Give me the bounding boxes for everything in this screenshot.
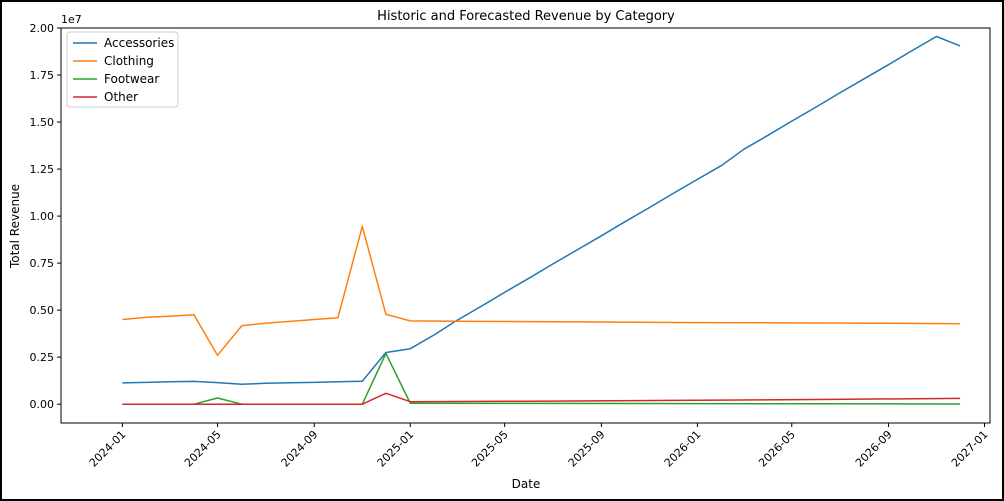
series-line-other bbox=[122, 392, 961, 405]
series-line-footwear bbox=[122, 352, 961, 405]
series-line-accessories bbox=[122, 35, 961, 386]
x-tick-label: 2026-01 bbox=[662, 428, 704, 470]
x-tick-label: 2027-01 bbox=[949, 428, 991, 470]
y-tick-label: 1.25 bbox=[30, 163, 55, 176]
legend: Accessories Clothing Footwear Other bbox=[66, 31, 179, 108]
legend-label-other: Other bbox=[104, 90, 138, 104]
y-tick-label: 0.75 bbox=[30, 257, 55, 270]
series-line-clothing bbox=[122, 225, 961, 357]
x-tick-label: 2024-01 bbox=[87, 428, 129, 470]
legend-label-accessories: Accessories bbox=[104, 36, 174, 50]
y-tick-label: 1.75 bbox=[30, 69, 55, 82]
y-offset-text: 1e7 bbox=[61, 13, 82, 26]
legend-box bbox=[66, 31, 179, 108]
y-axis-label: Total Revenue bbox=[8, 184, 22, 269]
x-axis-label: Date bbox=[512, 477, 541, 491]
y-tick-label: 0.50 bbox=[30, 304, 55, 317]
y-tick-label: 1.00 bbox=[30, 210, 55, 223]
x-tick-label: 2026-05 bbox=[756, 428, 798, 470]
y-tick-label: 1.50 bbox=[30, 116, 55, 129]
chart-title: Historic and Forecasted Revenue by Categ… bbox=[377, 9, 675, 24]
x-tick-label: 2026-09 bbox=[853, 428, 895, 470]
y-axis-ticks: 0.00 0.25 0.50 0.75 1.00 1.25 1.50 1.75 2.00 bbox=[30, 22, 61, 411]
y-tick-label: 0.25 bbox=[30, 351, 55, 364]
y-tick-label: 0.00 bbox=[30, 398, 55, 411]
x-tick-label: 2025-09 bbox=[566, 428, 608, 470]
x-tick-label: 2025-05 bbox=[469, 428, 511, 470]
y-tick-label: 2.00 bbox=[30, 22, 55, 35]
plot-border bbox=[60, 27, 991, 424]
plot-area bbox=[60, 27, 991, 424]
x-tick-label: 2025-01 bbox=[375, 428, 417, 470]
x-axis-ticks: 2024-01 2024-05 2024-09 2025-01 2025-05 2025-… bbox=[87, 423, 991, 470]
legend-label-clothing: Clothing bbox=[104, 54, 154, 68]
x-tick-label: 2024-09 bbox=[279, 428, 321, 470]
series-lines bbox=[122, 35, 961, 405]
x-tick-label: 2024-05 bbox=[182, 428, 224, 470]
legend-label-footwear: Footwear bbox=[104, 72, 159, 86]
